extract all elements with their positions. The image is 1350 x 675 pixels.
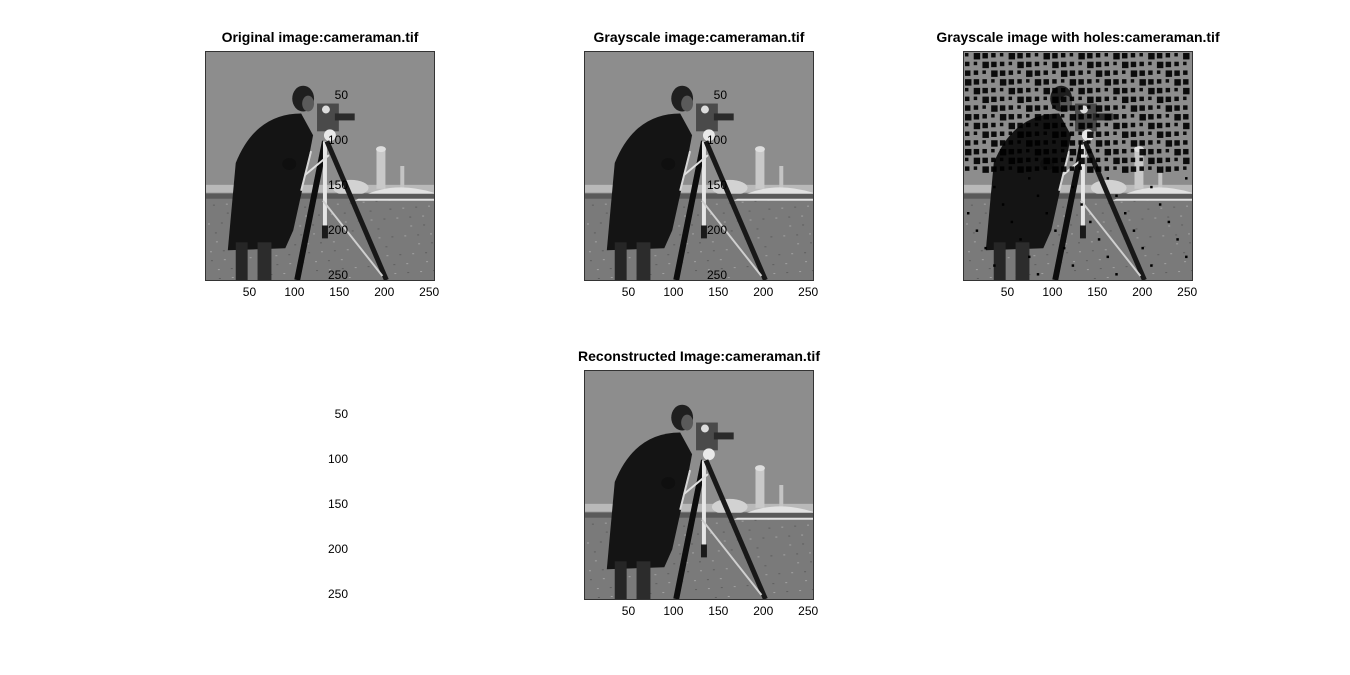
x-tick-label: 200	[1132, 285, 1153, 299]
x-tick-label: 100	[1042, 285, 1063, 299]
y-tick-label: 200	[327, 223, 348, 238]
x-tick-label: 50	[242, 285, 257, 299]
y-tick-label: 150	[327, 178, 348, 193]
x-tick-label: 50	[1000, 285, 1015, 299]
x-tick-label: 150	[708, 285, 729, 299]
subplot-title: Reconstructed Image:cameraman.tif	[578, 348, 820, 364]
x-tick-label: 100	[663, 604, 684, 618]
y-tick-label: 150	[327, 497, 348, 512]
subplot-title: Grayscale image:cameraman.tif	[593, 29, 805, 45]
x-tick-label: 250	[798, 604, 819, 618]
image-cameraman	[206, 52, 434, 280]
x-tick-label: 200	[753, 604, 774, 618]
x-tick-label: 250	[1177, 285, 1198, 299]
image-cameraman	[585, 52, 813, 280]
x-tick-label: 150	[708, 604, 729, 618]
image-axes	[963, 51, 1193, 281]
x-tick-label: 150	[1087, 285, 1108, 299]
y-tick-label: 50	[713, 88, 727, 103]
y-tick-label: 100	[706, 133, 727, 148]
subplot-title: Original image:cameraman.tif	[221, 29, 419, 45]
y-tick-label: 50	[334, 407, 348, 422]
x-tick-label: 50	[621, 604, 636, 618]
x-tick-label: 150	[329, 285, 350, 299]
y-tick-label: 100	[327, 133, 348, 148]
x-tick-label: 50	[621, 285, 636, 299]
y-tick-label: 50	[334, 88, 348, 103]
x-tick-label: 250	[798, 285, 819, 299]
y-tick-label: 200	[327, 542, 348, 557]
x-tick-label: 200	[374, 285, 395, 299]
y-tick-label: 100	[327, 452, 348, 467]
image-axes	[584, 370, 814, 600]
x-tick-label: 100	[663, 285, 684, 299]
image-cameraman-holes	[964, 52, 1192, 280]
y-tick-label: 250	[327, 268, 348, 283]
image-cameraman	[585, 371, 813, 599]
y-tick-label: 250	[706, 268, 727, 283]
image-axes	[584, 51, 814, 281]
x-tick-label: 100	[284, 285, 305, 299]
y-tick-label: 150	[706, 178, 727, 193]
y-tick-label: 200	[706, 223, 727, 238]
subplot-title: Grayscale image with holes:cameraman.tif	[936, 29, 1220, 45]
y-tick-label: 250	[327, 587, 348, 602]
x-tick-label: 200	[753, 285, 774, 299]
x-tick-label: 250	[419, 285, 440, 299]
image-axes	[205, 51, 435, 281]
